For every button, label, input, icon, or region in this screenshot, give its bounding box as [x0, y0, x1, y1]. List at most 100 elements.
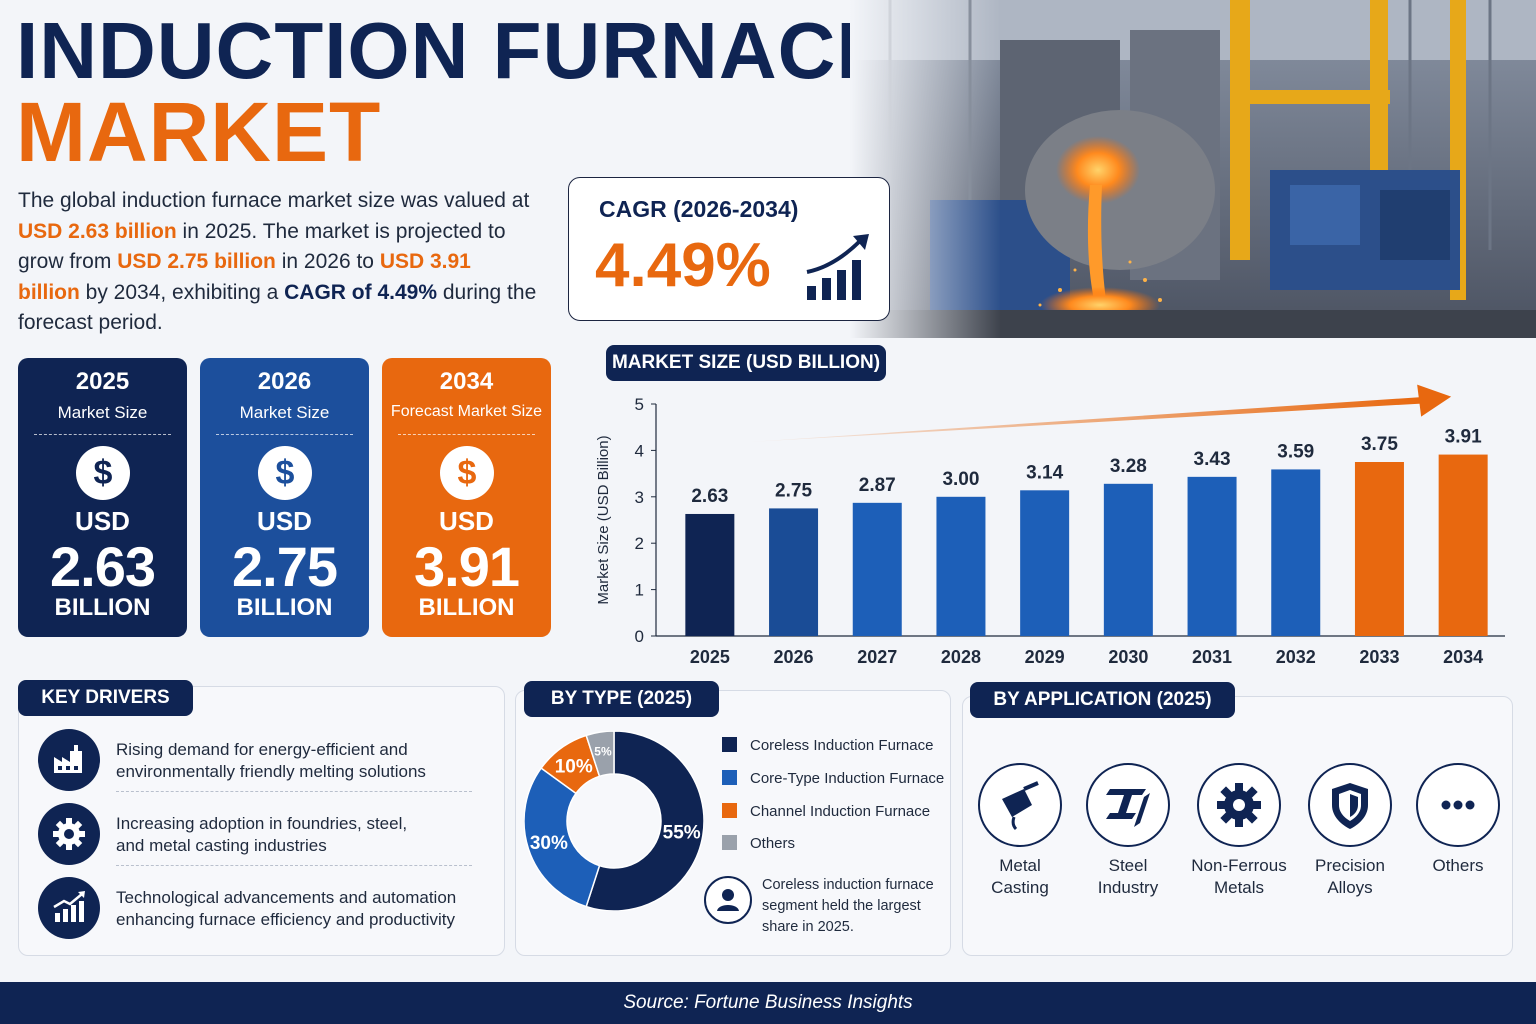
bar-2026	[769, 508, 819, 636]
source-footer: Source: Fortune Business Insights	[0, 982, 1536, 1024]
bar-2034	[1438, 454, 1488, 636]
user-icon	[704, 876, 752, 924]
type-donut-chart: 55% 30% 10%5%	[524, 731, 704, 911]
card-2025: 2025 Market Size $ USD 2.63 BILLION	[18, 358, 187, 637]
legend-item: Channel Induction Furnace	[722, 803, 930, 820]
donut-slice-label: 30%	[530, 833, 568, 854]
title-line-1: INDUCTION FURNACE	[16, 6, 891, 95]
bar-value-label: 3.00	[942, 469, 979, 490]
bar-2029	[1020, 490, 1070, 636]
card-value: 2.75	[232, 535, 338, 598]
x-tick-label: 2027	[857, 647, 897, 667]
bar-2027	[852, 502, 902, 636]
y-tick-label: 0	[635, 627, 644, 646]
y-tick-label: 5	[635, 395, 644, 414]
card-2034: 2034 Forecast Market Size $ USD 3.91 BIL…	[382, 358, 551, 637]
dollar-icon: $	[76, 446, 130, 500]
type-note: Coreless induction furnace segment held t…	[762, 877, 934, 935]
donut-slice	[524, 767, 601, 908]
title-line-2: MARKET	[16, 85, 382, 179]
intro-paragraph: The global induction furnace market size…	[18, 189, 537, 334]
dollar-icon: $	[440, 446, 494, 500]
application-label: Others	[1432, 856, 1484, 875]
y-axis-label: Market Size (USD Billion)	[595, 435, 612, 604]
legend-swatch	[722, 770, 737, 785]
cagr-box: CAGR (2026-2034) 4.49%	[568, 177, 890, 321]
by-application-title: BY APPLICATION (2025)	[970, 682, 1235, 718]
trend-arrow-head	[1417, 384, 1452, 417]
steel-beam-icon	[1086, 763, 1170, 847]
donut-slice-label: 10%	[555, 757, 593, 778]
card-year: 2025	[75, 368, 130, 395]
growth-chart-icon	[38, 877, 100, 939]
card-unit: BILLION	[418, 594, 515, 621]
gear-icon	[38, 803, 100, 865]
application-label: Metal Casting	[991, 856, 1049, 897]
donut-slice	[585, 731, 704, 911]
trend-arrow-shaft	[749, 397, 1422, 442]
bar-value-label: 2.87	[859, 475, 896, 496]
cagr-value: 4.49%	[595, 231, 771, 300]
card-divider	[216, 434, 353, 435]
driver-divider	[116, 791, 472, 792]
chart-title: MARKET SIZE (USD BILLION)	[606, 345, 886, 381]
bar-value-label: 3.91	[1445, 427, 1482, 448]
bar-2032	[1271, 469, 1321, 636]
application-label: Non-Ferrous Metals	[1191, 856, 1287, 897]
donut-slice-label: 55%	[663, 823, 701, 844]
legend-item: Coreless Induction Furnace	[722, 737, 933, 754]
y-tick-label: 4	[635, 441, 644, 460]
legend-item: Others	[722, 835, 795, 852]
bar-value-label: 3.43	[1194, 449, 1231, 470]
shield-icon	[1308, 763, 1392, 847]
key-drivers-title: KEY DRIVERS	[18, 680, 193, 716]
card-year: 2034	[439, 368, 494, 395]
card-subtitle: Market Size	[239, 403, 330, 422]
more-icon	[1416, 763, 1500, 847]
card-unit: BILLION	[54, 594, 151, 621]
donut-slice-label: 5%	[594, 744, 612, 758]
bar-value-label: 2.63	[691, 486, 728, 507]
y-tick-label: 2	[635, 534, 644, 553]
factory-icon	[38, 729, 100, 791]
card-year: 2026	[257, 368, 312, 395]
y-tick-label: 1	[635, 581, 644, 600]
legend-swatch	[722, 737, 737, 752]
dollar-icon: $	[258, 446, 312, 500]
bar-2033	[1354, 462, 1404, 636]
x-tick-label: 2025	[690, 647, 730, 667]
bar-2030	[1103, 483, 1153, 636]
bar-value-label: 3.14	[1026, 462, 1063, 483]
card-divider	[34, 434, 171, 435]
x-tick-label: 2033	[1359, 647, 1399, 667]
gear-icon	[1197, 763, 1281, 847]
x-tick-label: 2034	[1443, 647, 1483, 667]
bar-value-label: 3.75	[1361, 434, 1398, 455]
card-value: 3.91	[414, 535, 520, 598]
by-type-title: BY TYPE (2025)	[524, 681, 719, 717]
ladle-icon	[978, 763, 1062, 847]
driver-item: Technological advancements and automatio…	[38, 877, 498, 941]
cagr-label: CAGR (2026-2034)	[599, 196, 799, 222]
application-item: Precision Alloys	[1294, 763, 1406, 899]
bar-2025	[685, 513, 735, 636]
driver-text: Rising demand for energy-efficient and en…	[116, 740, 426, 781]
driver-item: Rising demand for energy-efficient and en…	[38, 729, 498, 793]
x-tick-label: 2028	[941, 647, 981, 667]
driver-item: Increasing adoption in foundries, steel,…	[38, 803, 498, 867]
application-item: Non-Ferrous Metals	[1183, 763, 1295, 899]
application-label: Precision Alloys	[1315, 856, 1385, 897]
card-currency: USD	[439, 506, 494, 536]
bar-value-label: 3.59	[1277, 441, 1314, 462]
application-item: Steel Industry	[1072, 763, 1184, 899]
bar-value-label: 3.28	[1110, 456, 1147, 477]
x-tick-label: 2031	[1192, 647, 1232, 667]
donut-slice	[585, 731, 615, 778]
bar-value-label: 2.75	[775, 480, 812, 501]
x-tick-label: 2029	[1025, 647, 1065, 667]
y-tick-label: 3	[635, 488, 644, 507]
market-size-bar-chart: Market Size (USD Billion) 0 1 2 3 4 5 2.63 2025 2…	[595, 384, 1505, 667]
card-value: 2.63	[50, 535, 156, 598]
furnace-hero-image	[850, 0, 1536, 338]
application-item: Others	[1402, 763, 1514, 877]
